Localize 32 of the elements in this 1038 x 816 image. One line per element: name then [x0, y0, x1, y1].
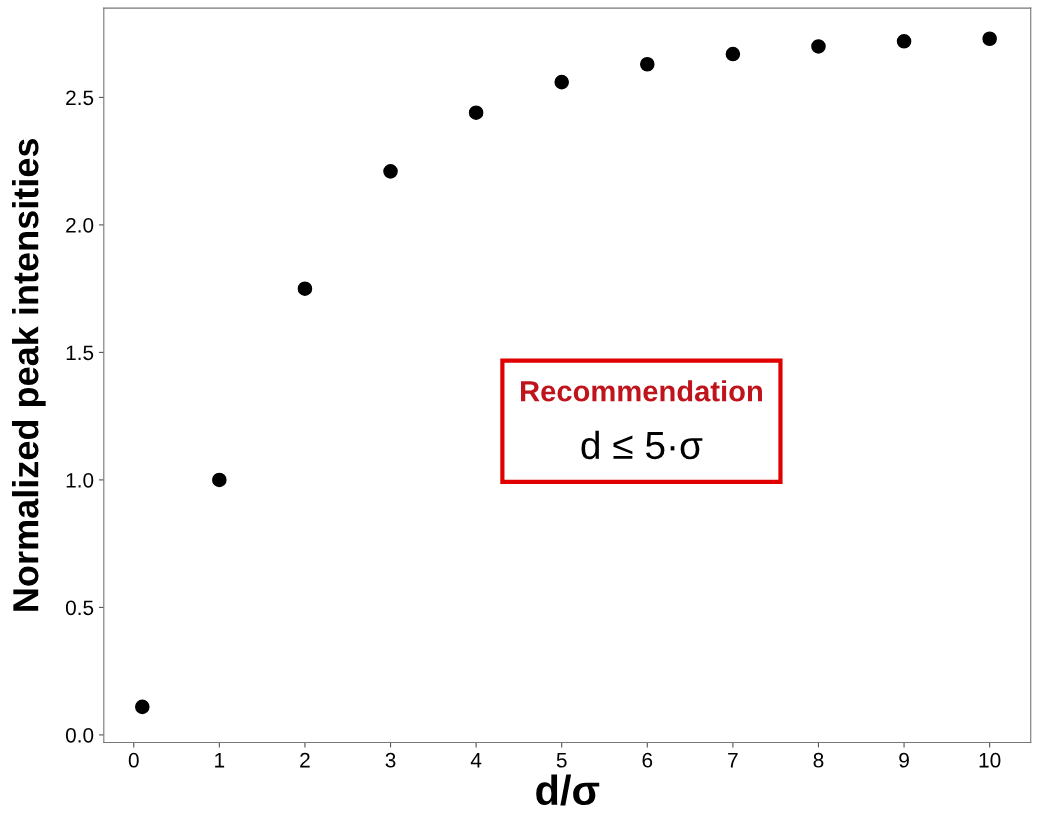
annotation: d ≤ 5·σ — [581, 430, 703, 460]
y-tick-label: 1.0 — [66, 472, 94, 488]
x-tick-label: 0 — [128, 752, 139, 768]
y-tick-label: 2.0 — [66, 217, 94, 233]
point — [212, 472, 227, 488]
x-tick-label: 1 — [215, 753, 225, 768]
point — [640, 56, 655, 72]
y-tick-label: 1.5 — [66, 345, 94, 361]
point — [725, 46, 741, 62]
x-tick-label: 2 — [300, 752, 310, 768]
x-tick-label: 8 — [813, 752, 824, 768]
x-tick-label: 7 — [728, 753, 738, 768]
annotation: Recommendation — [521, 380, 762, 402]
point — [982, 31, 997, 47]
point — [383, 164, 398, 179]
point — [554, 74, 569, 90]
point — [896, 34, 912, 49]
x-tick-label: 6 — [642, 752, 653, 768]
x-tick-label: 10 — [979, 752, 1001, 768]
y-tick-label: 0.5 — [65, 600, 94, 616]
y-tick-label: 2.5 — [66, 90, 94, 106]
x-tick-label: 9 — [899, 752, 909, 768]
point — [468, 105, 484, 120]
point — [811, 39, 826, 54]
y-tick-label: 0.0 — [65, 727, 94, 743]
point — [135, 699, 150, 715]
x-axis-title: d/σ — [536, 774, 600, 806]
point — [297, 281, 313, 296]
x-tick-label: 4 — [470, 753, 482, 768]
x-tick-label: 5 — [556, 753, 567, 768]
x-tick-label: 3 — [385, 752, 396, 768]
y-axis-title: Normalized peak intensities — [12, 139, 46, 611]
